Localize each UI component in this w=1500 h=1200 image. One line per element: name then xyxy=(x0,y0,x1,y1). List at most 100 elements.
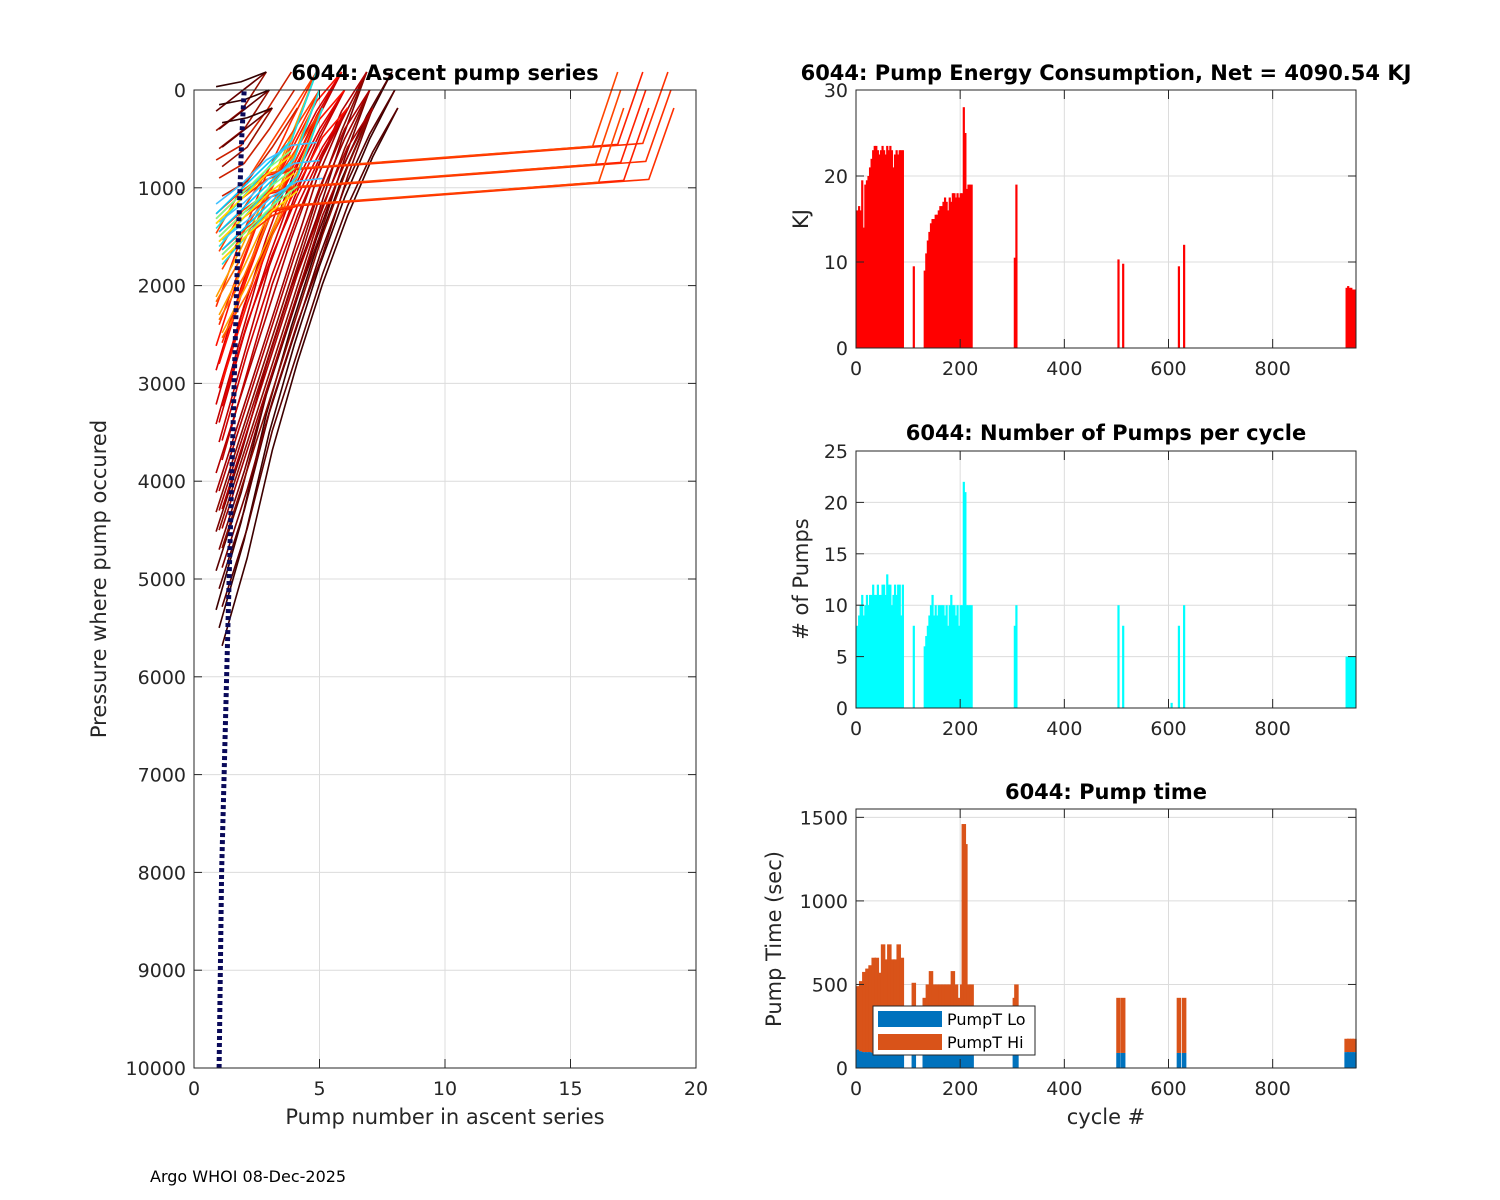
ascent-ytick-label: 6000 xyxy=(138,667,186,689)
ascent-line-mid-1 xyxy=(221,107,349,461)
pumps-bar xyxy=(970,605,973,708)
energy-bar xyxy=(926,240,929,348)
ascent-ytick-label: 3000 xyxy=(138,373,186,395)
pumptime-bar-lo xyxy=(911,1052,917,1068)
pumptime-ytick-label: 0 xyxy=(836,1058,848,1080)
energy-bar xyxy=(964,133,967,348)
ascent-line-mid-7 xyxy=(221,107,324,334)
pumptime-xtick-label: 800 xyxy=(1255,1078,1291,1100)
pumps-bar xyxy=(962,481,965,708)
pumps-ytick-label: 25 xyxy=(824,441,848,463)
ascent-ylabel: Pressure where pump occured xyxy=(87,420,111,738)
pumps-bar xyxy=(875,594,878,708)
pumptime-bar-hi xyxy=(868,965,873,1053)
ascent-ytick-label: 5000 xyxy=(138,569,186,591)
energy-bar xyxy=(948,197,951,348)
pumptime-bar-lo xyxy=(896,1052,901,1068)
pumps-bar xyxy=(881,584,884,708)
energy-bar xyxy=(950,201,953,348)
ascent-title: 6044: Ascent pump series xyxy=(291,61,598,85)
pumps-bar xyxy=(890,605,894,708)
energy-title: 6044: Pump Energy Consumption, Net = 409… xyxy=(801,61,1412,85)
energy-bar xyxy=(886,145,889,348)
pumps-bar xyxy=(925,636,928,708)
energy-bar xyxy=(890,150,894,348)
pumptime-xlabel: cycle # xyxy=(1067,1105,1146,1129)
energy-bar xyxy=(883,150,886,348)
energy-bar xyxy=(965,188,969,348)
pumps-bar xyxy=(931,594,934,708)
pumps-bar xyxy=(928,615,931,708)
pumptime-bar-hi xyxy=(1176,997,1182,1053)
pumptime-bar-lo xyxy=(969,1052,974,1068)
energy-xtick-label: 800 xyxy=(1255,358,1291,380)
pumptime-bar-hi xyxy=(855,986,861,1050)
ascent-pump-axes: 0 5 10 15 20 0 1000 2000 3000 4000 5000 6000 7000 800… xyxy=(126,71,708,1100)
energy-ytick-label: 10 xyxy=(824,252,848,274)
ascent-line-deep-6 xyxy=(218,89,371,492)
pumps-bar xyxy=(937,605,940,708)
ascent-line-deep-2 xyxy=(221,107,399,608)
energy-bar xyxy=(859,210,862,348)
ascent-line-deep-6 xyxy=(221,107,374,510)
pumps-bar xyxy=(868,594,872,708)
energy-bar xyxy=(934,214,937,348)
ascent-xtick-label: 20 xyxy=(684,1078,708,1100)
pumps-bar xyxy=(968,605,972,708)
legend-swatch-lo xyxy=(878,1011,942,1027)
pumptime-bar-hi xyxy=(896,944,901,1053)
energy-bar xyxy=(875,145,878,348)
pumps-bar xyxy=(926,625,929,708)
pumps-bar xyxy=(1347,656,1350,708)
pumps-bar xyxy=(943,615,947,708)
pumps-bar xyxy=(856,625,859,708)
pumptime-bar-hi xyxy=(887,944,892,1053)
energy-xtick-label: 600 xyxy=(1150,358,1186,380)
pumptime-bar-lo xyxy=(874,1052,880,1068)
pumps-xtick-label: 600 xyxy=(1150,718,1186,740)
pumptime-bar-hi xyxy=(1344,1038,1349,1053)
energy-bar xyxy=(1348,287,1351,348)
pumps-bar xyxy=(858,615,861,708)
pumptime-bar-lo xyxy=(865,1052,870,1068)
energy-bar xyxy=(895,150,898,348)
pumps-bar xyxy=(1122,625,1125,708)
pumptime-bar-hi xyxy=(862,971,867,1053)
ascent-line-long-3 xyxy=(218,89,622,233)
pumps-ytick-label: 0 xyxy=(836,698,848,720)
energy-bar xyxy=(879,150,883,348)
energy-bar xyxy=(893,154,897,348)
pumps-bar xyxy=(1348,656,1351,708)
energy-bar xyxy=(961,193,964,348)
ascent-line-green-1 xyxy=(215,149,292,220)
energy-frame xyxy=(855,89,1357,349)
pumptime-bar-lo xyxy=(877,1052,883,1068)
pumptime-bar-lo xyxy=(931,1052,937,1068)
energy-bar xyxy=(951,193,954,348)
ascent-xtick-label: 0 xyxy=(188,1078,200,1100)
ascent-line-yellow-1 xyxy=(221,190,298,261)
pumps-bar xyxy=(956,605,959,708)
energy-bar xyxy=(867,176,870,348)
pumptime-xtick-label: 600 xyxy=(1150,1078,1186,1100)
energy-bar xyxy=(1353,289,1356,348)
pumps-bar xyxy=(893,584,897,708)
pumptime-bar-lo xyxy=(855,1049,861,1068)
pumptime-bar-lo xyxy=(1181,1052,1187,1068)
pumps-bar xyxy=(1013,625,1016,708)
pumps-bar xyxy=(1015,605,1018,708)
energy-bar xyxy=(942,201,945,348)
pumptime-bar-lo xyxy=(950,1052,956,1068)
ascent-line-deep-5 xyxy=(221,107,374,529)
pumptime-axes: 0 200 400 600 800 0 500 1000 1500 xyxy=(800,807,1357,1100)
ascent-line-shallow-4 xyxy=(221,107,273,148)
energy-bar xyxy=(967,184,970,348)
pumps-bar xyxy=(939,605,942,708)
energy-bar xyxy=(897,154,900,348)
pumps-frame xyxy=(855,450,1357,709)
ascent-line-yellow-1 xyxy=(218,172,295,243)
ascent-line-green-1 xyxy=(221,185,298,256)
pumptime-ytick-label: 1000 xyxy=(800,891,848,913)
ascent-line-cyan-3 xyxy=(218,159,320,223)
